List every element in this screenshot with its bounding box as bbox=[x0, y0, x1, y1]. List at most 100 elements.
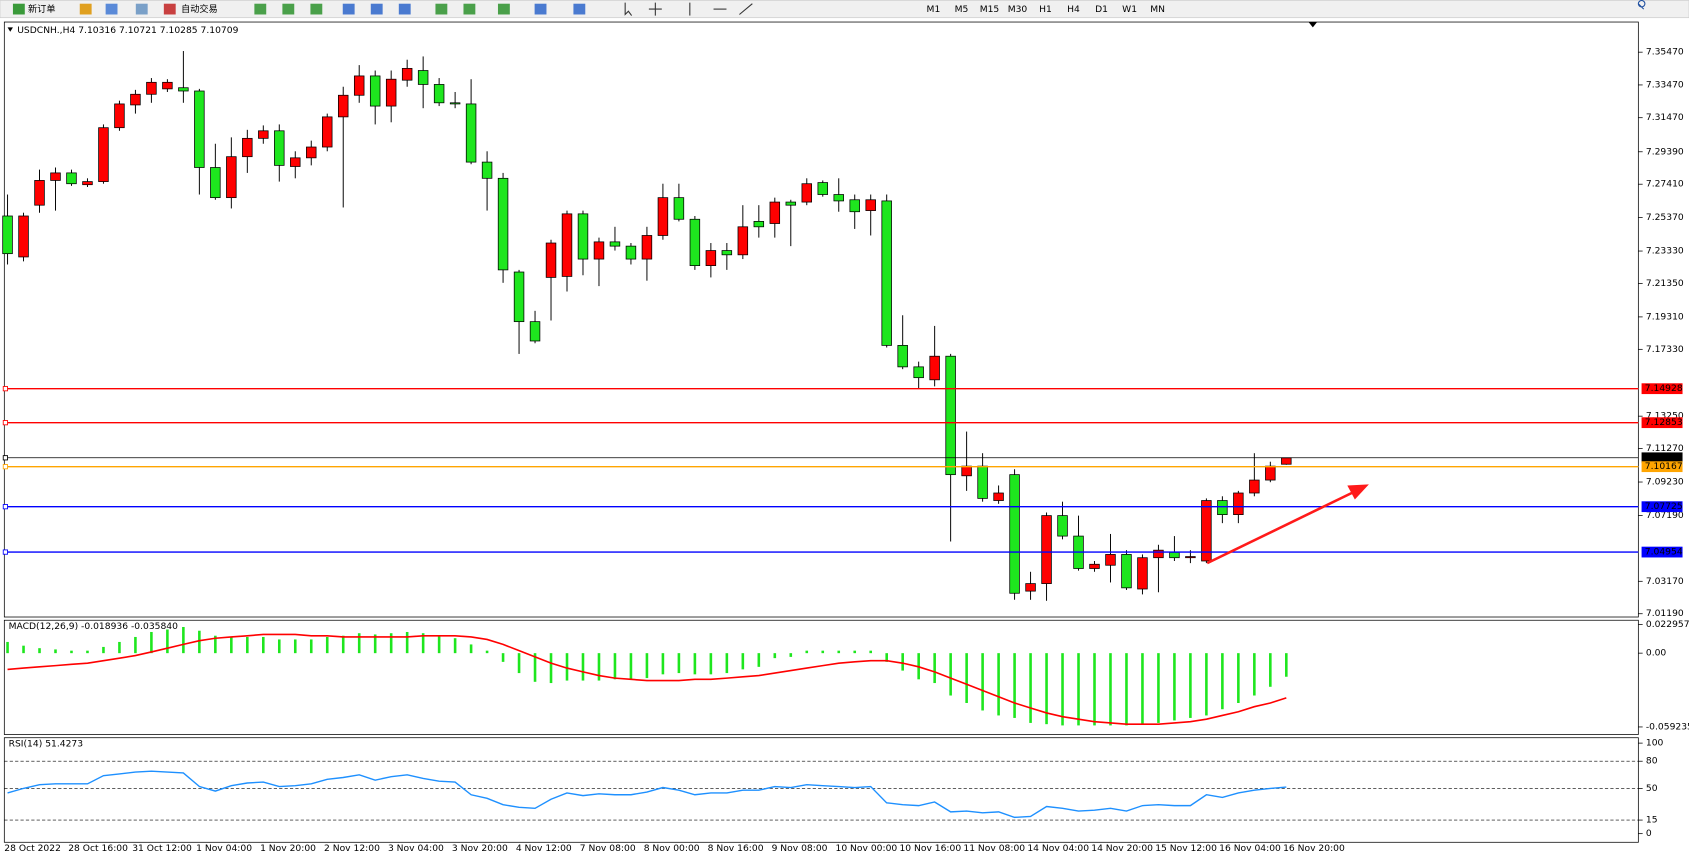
timeframe-button[interactable]: W1 bbox=[1122, 4, 1137, 15]
level-label: 7.10167 bbox=[1645, 461, 1683, 472]
candle-body bbox=[1057, 515, 1068, 537]
level-label-box bbox=[1641, 501, 1683, 513]
candle-body bbox=[66, 172, 77, 185]
level-handle bbox=[2, 549, 8, 555]
macd-histogram-bar bbox=[293, 639, 297, 654]
macd-histogram-bar bbox=[118, 641, 121, 654]
x-tick-label: 11 Nov 08:00 bbox=[963, 843, 1025, 854]
macd-histogram-bar bbox=[1029, 653, 1032, 723]
macd-histogram-bar bbox=[102, 646, 105, 654]
timeframe-button[interactable]: MN bbox=[1150, 4, 1165, 15]
toolbar-button[interactable]: 自动交易 bbox=[181, 3, 218, 15]
icon-button[interactable] bbox=[463, 3, 476, 15]
rsi-panel-frame bbox=[3, 737, 1639, 843]
candle-body bbox=[1201, 500, 1212, 562]
candle-body bbox=[98, 127, 109, 182]
timeframe-button[interactable]: M30 bbox=[1008, 4, 1028, 15]
timeframe-button[interactable]: M15 bbox=[980, 4, 1000, 15]
zoom-in[interactable] bbox=[342, 3, 355, 15]
indicators[interactable] bbox=[497, 3, 510, 15]
candle-body bbox=[1249, 479, 1260, 494]
candle-body bbox=[769, 201, 781, 224]
candle-body bbox=[609, 241, 621, 247]
macd-histogram-bar bbox=[86, 650, 89, 654]
cursor-tool[interactable] bbox=[624, 2, 633, 16]
candle-body bbox=[849, 199, 860, 213]
icon-button[interactable] bbox=[254, 3, 267, 15]
crosshair-tool[interactable] bbox=[648, 2, 662, 16]
candle-body bbox=[529, 321, 541, 342]
icon-button[interactable] bbox=[105, 3, 118, 15]
candle-body bbox=[130, 93, 141, 106]
templates[interactable] bbox=[573, 3, 586, 15]
candle-body bbox=[274, 130, 285, 166]
macd-histogram-bar bbox=[1045, 653, 1048, 725]
x-tick-label: 10 Nov 16:00 bbox=[899, 843, 961, 854]
candle-body bbox=[1137, 557, 1148, 590]
candle-body bbox=[993, 492, 1004, 501]
candle-body bbox=[433, 84, 445, 104]
level-label: 7.14928 bbox=[1645, 383, 1683, 394]
macd-histogram-bar bbox=[134, 636, 137, 654]
x-tick-label: 8 Nov 00:00 bbox=[644, 843, 700, 854]
level-label-box bbox=[1641, 461, 1683, 473]
candle-body bbox=[50, 172, 61, 181]
macd-histogram-bar bbox=[437, 635, 441, 654]
candle-body bbox=[1185, 556, 1196, 559]
macd-histogram-bar bbox=[885, 653, 888, 662]
macd-histogram-bar bbox=[821, 650, 825, 654]
y-tick-label: 7.21350 bbox=[1646, 278, 1684, 289]
macd-histogram-bar bbox=[150, 631, 153, 654]
level-handle bbox=[2, 420, 8, 426]
macd-histogram-bar bbox=[1093, 653, 1096, 726]
icon-button[interactable] bbox=[310, 3, 323, 15]
candle-body bbox=[178, 87, 189, 92]
trendline-tool[interactable] bbox=[739, 3, 753, 15]
periods[interactable] bbox=[534, 3, 547, 15]
macd-histogram-bar bbox=[677, 653, 681, 674]
candle-body bbox=[657, 197, 669, 236]
symbol-dropdown[interactable] bbox=[7, 27, 13, 32]
y-tick-label: 7.35470 bbox=[1646, 47, 1684, 58]
search[interactable] bbox=[1637, 0, 1646, 10]
timeframe-button[interactable]: M5 bbox=[955, 4, 969, 15]
macd-histogram-bar bbox=[805, 650, 809, 654]
candle-body bbox=[82, 181, 93, 186]
timeframe-button[interactable]: M1 bbox=[927, 4, 941, 15]
tile-windows[interactable] bbox=[398, 3, 411, 15]
y-tick-label: 7.01190 bbox=[1646, 608, 1684, 619]
auto-trade-icon[interactable] bbox=[163, 3, 176, 15]
icon-button[interactable] bbox=[79, 3, 92, 15]
level-label-box bbox=[1641, 452, 1683, 464]
macd-histogram-bar bbox=[469, 644, 473, 654]
macd-histogram-bar bbox=[277, 639, 281, 654]
x-tick-label: 9 Nov 08:00 bbox=[772, 843, 828, 854]
macd-histogram-bar bbox=[341, 635, 345, 654]
candle-body bbox=[561, 213, 573, 277]
new-order-icon[interactable] bbox=[12, 3, 25, 15]
timeframe-button[interactable]: H1 bbox=[1039, 4, 1052, 15]
macd-histogram-bar bbox=[1285, 653, 1288, 677]
zoom-out[interactable] bbox=[370, 3, 383, 15]
candle-body bbox=[306, 146, 317, 159]
candle-body bbox=[625, 245, 637, 260]
macd-histogram-bar bbox=[485, 650, 489, 654]
y-tick-label: 0 bbox=[1646, 828, 1652, 839]
indicator-title: MACD(12,26,9) -0.018936 -0.035840 bbox=[9, 621, 179, 632]
icon-button[interactable] bbox=[435, 3, 448, 15]
y-tick-label: 0.022957 bbox=[1646, 619, 1689, 630]
icon-button[interactable] bbox=[135, 3, 148, 15]
icon-button[interactable] bbox=[282, 3, 295, 15]
timeframe-button[interactable]: H4 bbox=[1067, 4, 1080, 15]
macd-histogram-bar bbox=[789, 653, 793, 657]
macd-histogram-bar bbox=[1109, 653, 1112, 726]
trend-arrow bbox=[1206, 484, 1369, 565]
macd-histogram-bar bbox=[933, 653, 936, 684]
toolbar-button[interactable]: 新订单 bbox=[28, 3, 55, 15]
macd-histogram-bar bbox=[869, 650, 873, 654]
candle-body bbox=[114, 103, 125, 129]
timeframe-button[interactable]: D1 bbox=[1095, 4, 1108, 15]
y-tick-label: 7.19310 bbox=[1646, 311, 1684, 322]
candle-body bbox=[913, 366, 924, 379]
